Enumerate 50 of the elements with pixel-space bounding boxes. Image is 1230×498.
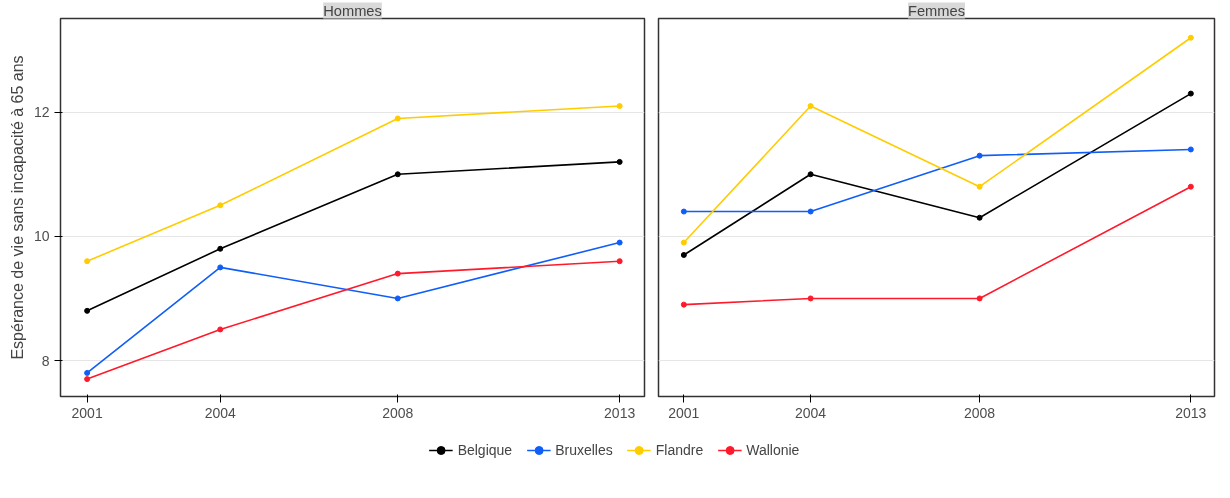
point <box>680 208 687 215</box>
point <box>616 258 623 265</box>
point <box>976 214 983 221</box>
y-tick-label: 10 <box>33 228 50 245</box>
point <box>217 326 224 333</box>
point <box>394 295 401 302</box>
x-tick-label: 2013 <box>604 404 636 421</box>
point <box>807 171 814 178</box>
point <box>84 376 91 383</box>
point <box>616 103 623 110</box>
legend-label: Bruxelles <box>555 442 613 458</box>
x-tick-label: 2004 <box>795 404 827 421</box>
point <box>217 264 224 271</box>
chart-title: Femmes <box>908 2 966 19</box>
point <box>616 239 623 246</box>
x-tick-label: 2008 <box>382 404 414 421</box>
legend-label: Wallonie <box>746 442 800 458</box>
point <box>217 245 224 252</box>
chart-title: Hommes <box>323 2 382 19</box>
legend-label: Belgique <box>457 442 513 458</box>
legend-label: Flandre <box>655 442 704 458</box>
point <box>807 103 814 110</box>
x-tick-label: 2004 <box>204 404 237 421</box>
y-tick-label: 8 <box>41 352 50 369</box>
point <box>217 202 224 209</box>
y-axis-title: Espérance de vie sans incapacité à 65 ans <box>8 55 26 360</box>
point <box>976 183 983 190</box>
point <box>1187 34 1194 41</box>
point <box>807 295 814 302</box>
point <box>1187 146 1194 153</box>
point <box>394 115 401 122</box>
x-tick-label: 2013 <box>1175 404 1207 421</box>
point <box>394 270 401 277</box>
y-tick-label: 12 <box>33 104 50 121</box>
point <box>84 258 91 265</box>
point <box>680 301 687 308</box>
point <box>1187 90 1194 97</box>
point <box>84 307 91 314</box>
point <box>976 295 983 302</box>
point <box>807 208 814 215</box>
point <box>84 369 91 376</box>
point <box>680 251 687 258</box>
x-tick-label: 2008 <box>964 404 996 421</box>
x-tick-label: 2001 <box>668 404 700 421</box>
point <box>976 152 983 159</box>
point <box>1187 183 1194 190</box>
x-tick-label: 2001 <box>71 404 103 421</box>
point <box>680 239 687 246</box>
point <box>394 171 401 178</box>
point <box>616 158 623 165</box>
